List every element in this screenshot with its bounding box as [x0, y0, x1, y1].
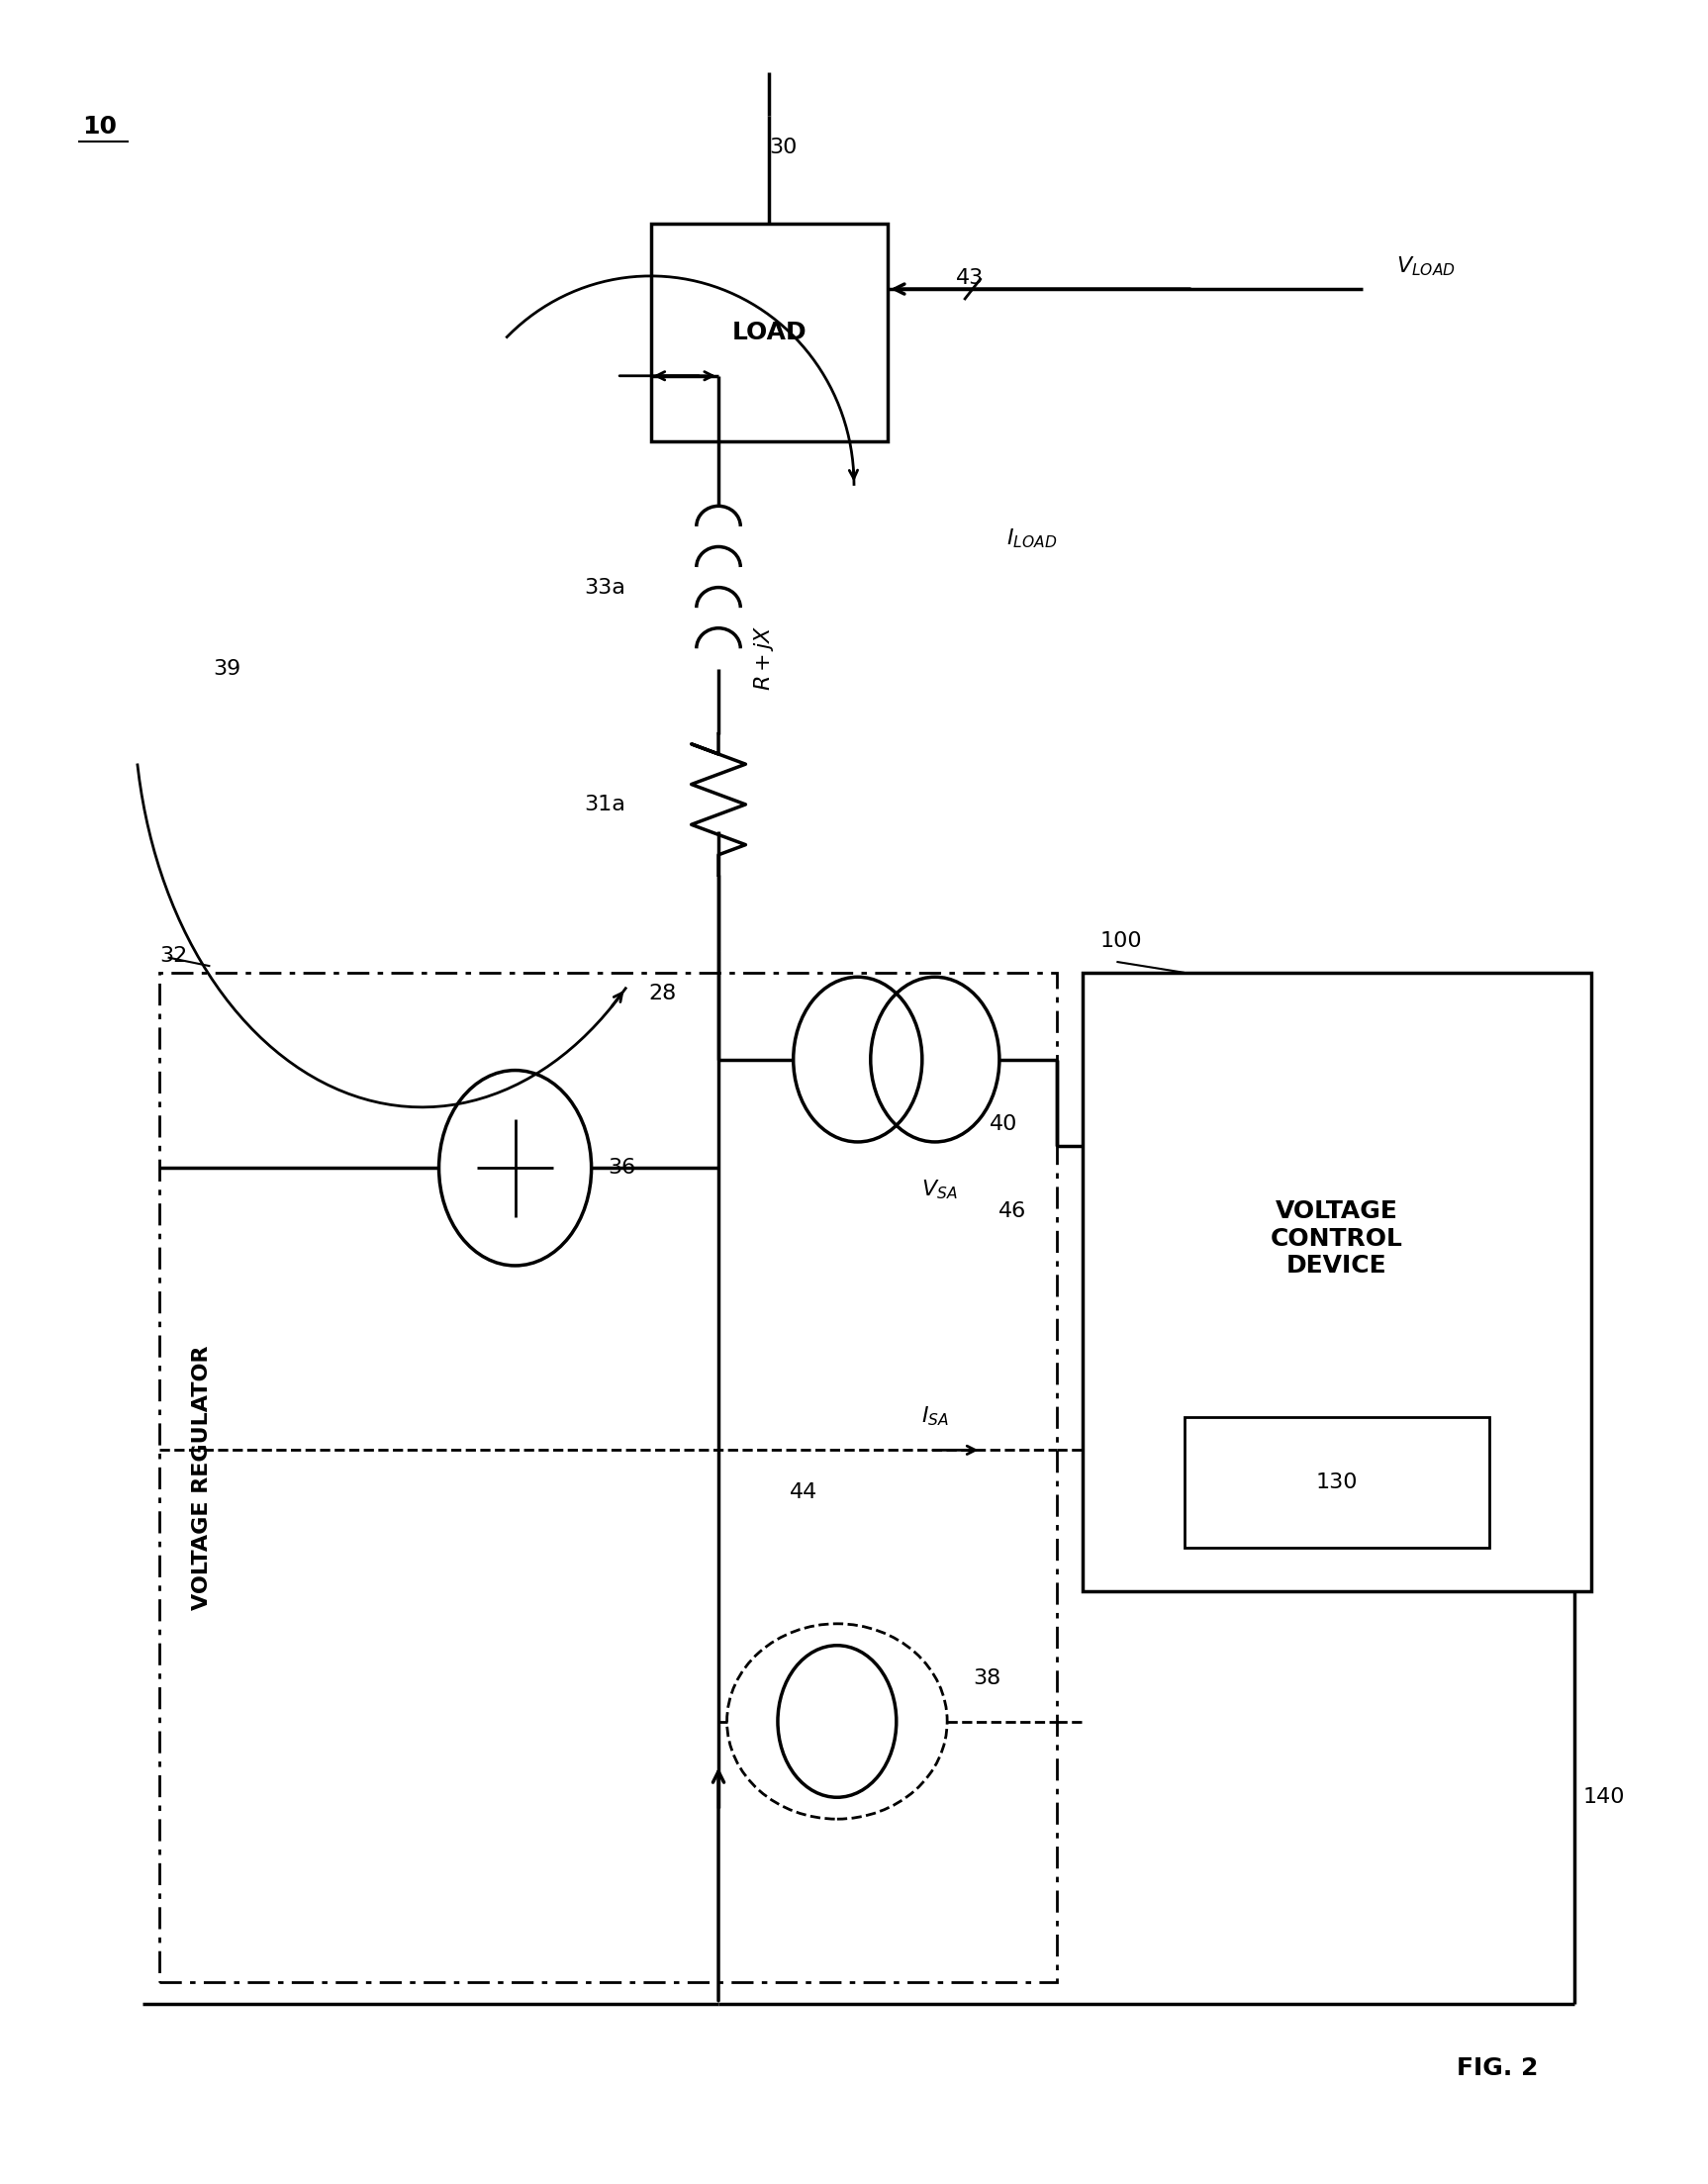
Text: 46: 46 — [997, 1201, 1027, 1221]
Text: 130: 130 — [1315, 1472, 1358, 1492]
FancyBboxPatch shape — [1184, 1417, 1489, 1548]
Text: FIG. 2: FIG. 2 — [1457, 2057, 1539, 2081]
Text: 32: 32 — [159, 946, 188, 965]
Text: 44: 44 — [789, 1483, 816, 1503]
Text: 31a: 31a — [584, 795, 625, 815]
Text: 140: 140 — [1583, 1787, 1624, 1806]
Text: $I_{LOAD}$: $I_{LOAD}$ — [1006, 526, 1057, 550]
FancyBboxPatch shape — [1083, 972, 1590, 1592]
Text: 28: 28 — [647, 983, 676, 1002]
Text: 39: 39 — [214, 660, 241, 679]
Text: $V_{LOAD}$: $V_{LOAD}$ — [1395, 256, 1455, 277]
Text: $V_{SA}$: $V_{SA}$ — [922, 1177, 958, 1201]
Text: 40: 40 — [989, 1114, 1018, 1133]
Text: 33a: 33a — [584, 577, 625, 596]
Text: 10: 10 — [82, 114, 118, 138]
Text: LOAD: LOAD — [731, 321, 806, 345]
Text: $R+jX$: $R+jX$ — [752, 625, 775, 690]
Text: 36: 36 — [608, 1158, 637, 1177]
Text: $I_{SA}$: $I_{SA}$ — [922, 1404, 950, 1428]
FancyBboxPatch shape — [651, 225, 888, 441]
Text: 38: 38 — [972, 1669, 1001, 1688]
Text: 43: 43 — [956, 269, 984, 288]
Text: 100: 100 — [1100, 930, 1143, 950]
Text: VOLTAGE
CONTROL
DEVICE: VOLTAGE CONTROL DEVICE — [1271, 1199, 1402, 1278]
Text: VOLTAGE REGULATOR: VOLTAGE REGULATOR — [191, 1345, 212, 1610]
Text: 30: 30 — [769, 138, 798, 157]
